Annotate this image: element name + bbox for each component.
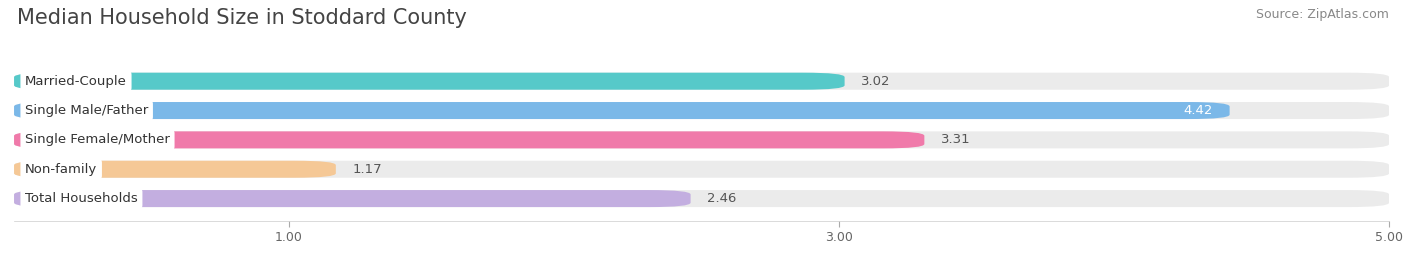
Text: 1.17: 1.17 [353, 163, 382, 176]
Text: 4.42: 4.42 [1184, 104, 1213, 117]
Text: Single Male/Father: Single Male/Father [25, 104, 148, 117]
FancyBboxPatch shape [14, 102, 1230, 119]
FancyBboxPatch shape [14, 161, 1389, 178]
FancyBboxPatch shape [14, 190, 1389, 207]
FancyBboxPatch shape [14, 73, 845, 90]
Text: Single Female/Mother: Single Female/Mother [25, 133, 170, 146]
Text: Median Household Size in Stoddard County: Median Household Size in Stoddard County [17, 8, 467, 28]
FancyBboxPatch shape [14, 131, 924, 148]
Text: Married-Couple: Married-Couple [25, 75, 127, 88]
Text: Total Households: Total Households [25, 192, 138, 205]
Text: 2.46: 2.46 [707, 192, 737, 205]
FancyBboxPatch shape [14, 102, 1389, 119]
FancyBboxPatch shape [14, 190, 690, 207]
Text: 3.31: 3.31 [941, 133, 970, 146]
FancyBboxPatch shape [14, 73, 1389, 90]
Text: Source: ZipAtlas.com: Source: ZipAtlas.com [1256, 8, 1389, 21]
FancyBboxPatch shape [14, 161, 336, 178]
FancyBboxPatch shape [14, 131, 1389, 148]
Text: 3.02: 3.02 [860, 75, 890, 88]
Text: Non-family: Non-family [25, 163, 97, 176]
